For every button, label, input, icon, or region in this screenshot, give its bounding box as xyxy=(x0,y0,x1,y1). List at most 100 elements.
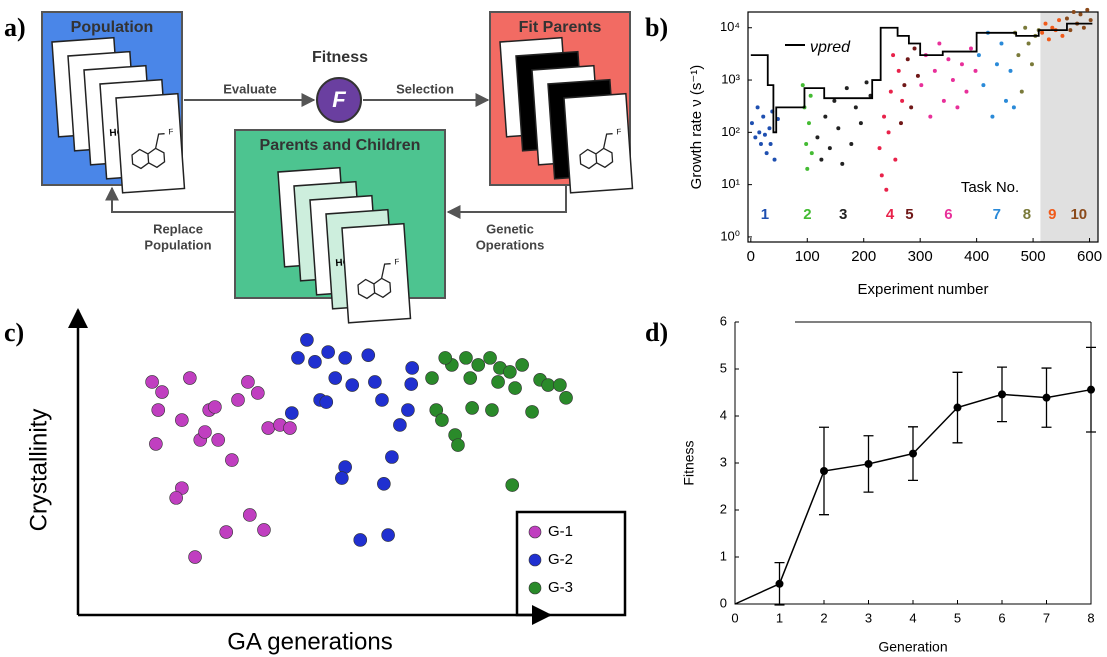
x-axis-title: Experiment number xyxy=(858,281,989,298)
arrow xyxy=(105,186,234,213)
point xyxy=(959,62,964,67)
x-tick-label: 8 xyxy=(1087,610,1094,625)
point xyxy=(483,351,497,365)
legend-marker xyxy=(528,553,542,567)
point xyxy=(915,73,920,78)
y-tick-label: 4 xyxy=(720,407,727,422)
y-tick-label: 0 xyxy=(720,595,727,610)
point xyxy=(753,135,758,140)
legend-marker xyxy=(528,525,542,539)
point xyxy=(806,121,811,126)
molecule-card: F xyxy=(563,92,634,194)
fitness-title: Fitness xyxy=(312,49,368,66)
y-tick-label: 2 xyxy=(720,501,727,516)
point xyxy=(375,393,389,407)
x-tick-label: 4 xyxy=(909,610,916,625)
point xyxy=(999,41,1004,46)
arrow-label: Operations xyxy=(476,237,545,252)
point xyxy=(465,401,479,415)
point xyxy=(858,121,863,126)
point xyxy=(761,114,766,119)
point xyxy=(844,86,849,91)
point xyxy=(749,121,754,126)
point xyxy=(183,371,197,385)
point xyxy=(909,105,914,110)
point xyxy=(968,46,973,51)
point xyxy=(775,579,784,588)
point xyxy=(757,130,762,135)
point xyxy=(1003,98,1008,103)
arrow-label: Evaluate xyxy=(223,81,276,96)
point xyxy=(553,378,567,392)
line xyxy=(734,388,1092,605)
card xyxy=(115,92,186,194)
point xyxy=(849,141,854,146)
point xyxy=(762,132,767,137)
task-number: 7 xyxy=(993,206,1001,223)
point xyxy=(836,126,841,131)
point xyxy=(1019,89,1024,94)
point xyxy=(404,377,419,391)
point xyxy=(1085,7,1090,12)
point xyxy=(990,114,995,119)
y-tick-label: 10³ xyxy=(721,71,740,86)
point xyxy=(902,83,907,88)
point xyxy=(772,157,777,162)
panel-label: d) xyxy=(645,318,668,347)
molecule-label: F xyxy=(616,127,622,136)
fitness-symbol: F xyxy=(332,87,346,112)
point xyxy=(198,425,212,439)
point xyxy=(1068,28,1073,33)
point xyxy=(308,355,322,369)
point xyxy=(381,528,395,542)
point xyxy=(758,141,763,146)
molecule xyxy=(579,133,614,170)
legend-label: G-1 xyxy=(548,523,573,540)
box-title: Parents and Children xyxy=(260,137,421,154)
point xyxy=(805,166,810,171)
point xyxy=(820,466,828,475)
point xyxy=(361,348,376,362)
point xyxy=(515,358,529,372)
point xyxy=(1081,25,1086,30)
task-number: 1 xyxy=(761,206,769,223)
molecule-label: F xyxy=(394,257,400,266)
point xyxy=(888,89,893,94)
point xyxy=(1029,62,1034,67)
y-tick-label: 10¹ xyxy=(721,176,740,191)
point xyxy=(976,53,981,58)
point xyxy=(1087,385,1095,394)
point xyxy=(994,62,999,67)
point xyxy=(491,375,505,389)
point xyxy=(368,375,382,389)
x-tick-label: 200 xyxy=(851,248,876,265)
x-tick-label: 6 xyxy=(998,610,1005,625)
legend-marker xyxy=(528,581,542,595)
point xyxy=(768,141,773,146)
x-tick-label: 100 xyxy=(795,248,820,265)
point xyxy=(1016,53,1021,58)
point xyxy=(425,371,439,385)
task-number: 10 xyxy=(1070,206,1087,223)
x-axis-title: Generation xyxy=(878,639,947,655)
point xyxy=(853,105,858,110)
point xyxy=(243,508,257,522)
point xyxy=(755,105,760,110)
point xyxy=(932,68,937,73)
legend-label: νpred xyxy=(810,39,851,56)
point xyxy=(840,161,845,166)
point xyxy=(1088,18,1093,23)
point xyxy=(928,114,933,119)
point xyxy=(257,523,271,537)
point xyxy=(1071,10,1076,14)
arrow-label: Population xyxy=(144,237,211,252)
point xyxy=(283,421,297,435)
point xyxy=(973,68,978,73)
task-number: 6 xyxy=(944,206,952,223)
point xyxy=(1008,68,1013,73)
molecule-label: F xyxy=(168,127,174,136)
point xyxy=(231,393,245,407)
point xyxy=(503,365,517,379)
point xyxy=(505,478,520,492)
point xyxy=(1026,41,1031,46)
